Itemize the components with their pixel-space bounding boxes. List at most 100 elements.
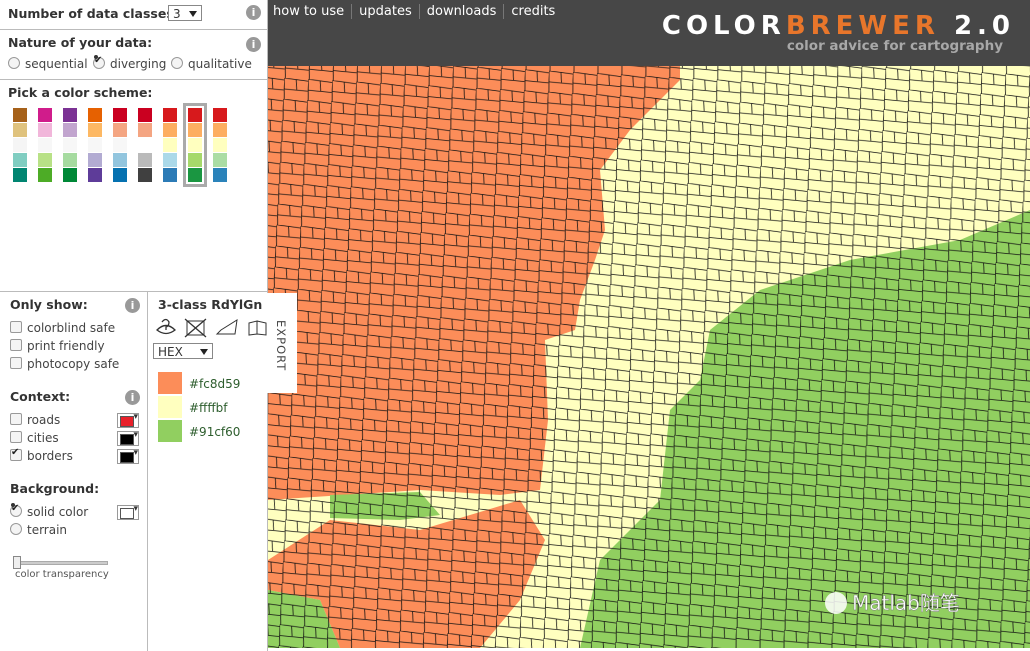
print-icon[interactable] — [186, 320, 205, 336]
checkbox[interactable] — [10, 413, 22, 425]
scheme-swatch[interactable] — [163, 168, 177, 182]
scheme-swatch[interactable] — [88, 168, 102, 182]
color-picker[interactable] — [117, 504, 139, 520]
scheme-swatch[interactable] — [188, 153, 202, 167]
scheme-swatch[interactable] — [63, 153, 77, 167]
checkbox[interactable] — [10, 431, 22, 443]
color-swatch — [158, 420, 182, 442]
scheme-swatch[interactable] — [213, 168, 227, 182]
scheme-swatch[interactable] — [113, 108, 127, 122]
scheme-swatch[interactable] — [63, 138, 77, 152]
scheme-swatch[interactable] — [13, 153, 27, 167]
info-icon[interactable]: i — [125, 390, 140, 405]
scheme-swatch[interactable] — [213, 108, 227, 122]
option: print friendly — [10, 339, 105, 353]
scheme-swatch[interactable] — [88, 153, 102, 167]
county-borders — [268, 66, 1030, 648]
scheme-swatch[interactable] — [138, 138, 152, 152]
scheme-swatch[interactable] — [188, 138, 202, 152]
color-chip — [120, 452, 134, 463]
scheme-swatch[interactable] — [188, 123, 202, 137]
scheme-swatch[interactable] — [213, 123, 227, 137]
scheme-swatch[interactable] — [113, 123, 127, 137]
scheme-swatch[interactable] — [88, 123, 102, 137]
scheme-swatch[interactable] — [63, 123, 77, 137]
color-chip — [120, 416, 134, 427]
option: colorblind safe — [10, 321, 115, 335]
scheme-swatch[interactable] — [113, 138, 127, 152]
scheme-swatch[interactable] — [63, 108, 77, 122]
separator — [0, 29, 267, 30]
color-picker[interactable] — [117, 448, 139, 464]
option-label: cities — [27, 431, 59, 445]
color-picker[interactable] — [117, 430, 139, 446]
color-code: #91cf60 — [189, 425, 241, 439]
scheme-swatch[interactable] — [38, 168, 52, 182]
label: Context: — [10, 389, 71, 404]
scheme-swatch[interactable] — [213, 153, 227, 167]
slider-label: color transparency — [15, 569, 109, 580]
separator — [0, 79, 267, 80]
format-select[interactable]: HEX — [153, 343, 213, 359]
scheme-swatch[interactable] — [13, 123, 27, 137]
scheme-swatch[interactable] — [88, 138, 102, 152]
scheme-swatch[interactable] — [13, 108, 27, 122]
info-icon[interactable]: i — [246, 5, 261, 20]
scheme-swatch[interactable] — [163, 108, 177, 122]
scheme-swatch[interactable] — [138, 123, 152, 137]
scheme-swatch[interactable] — [38, 153, 52, 167]
scheme-swatch[interactable] — [63, 168, 77, 182]
scheme-swatch[interactable] — [113, 153, 127, 167]
scheme-swatch[interactable] — [138, 168, 152, 182]
scheme-swatch[interactable] — [38, 138, 52, 152]
scheme-swatch[interactable] — [38, 123, 52, 137]
scheme-swatch[interactable] — [38, 108, 52, 122]
checkbox[interactable] — [10, 447, 22, 461]
radio[interactable] — [10, 503, 22, 517]
radio[interactable] — [171, 57, 183, 69]
option-label: photocopy safe — [27, 357, 120, 371]
option-label: sequential — [25, 57, 88, 71]
checkbox[interactable] — [10, 321, 22, 333]
scheme-swatch[interactable] — [113, 168, 127, 182]
scheme-swatch[interactable] — [88, 108, 102, 122]
radio[interactable] — [10, 523, 22, 535]
radio[interactable] — [8, 57, 20, 69]
watermark: Matlab随笔 — [852, 591, 960, 615]
scheme-swatch[interactable] — [163, 138, 177, 152]
color-code: #ffffbf — [189, 401, 228, 415]
info-icon[interactable]: i — [125, 298, 140, 313]
slider-handle[interactable] — [13, 556, 21, 569]
nav-link[interactable]: how to use — [273, 4, 345, 19]
scheme-swatch[interactable] — [13, 138, 27, 152]
nav-bar: how to use updates downloads credits — [273, 0, 555, 19]
color-chip — [120, 508, 134, 519]
classes-select[interactable]: 3 — [168, 5, 202, 21]
scheme-swatch[interactable] — [13, 168, 27, 182]
radio[interactable] — [93, 55, 105, 69]
scheme-swatch[interactable] — [213, 138, 227, 152]
nav-link[interactable]: downloads — [418, 4, 496, 19]
colorblind-icon[interactable] — [156, 318, 176, 335]
export-tab[interactable]: EXPORT — [274, 320, 288, 372]
watermark-icon — [825, 592, 847, 614]
copy-icon[interactable] — [215, 319, 238, 335]
checkbox[interactable] — [10, 339, 22, 351]
option: sequential — [8, 57, 88, 71]
scheme-swatch[interactable] — [163, 153, 177, 167]
scheme-swatch[interactable] — [188, 168, 202, 182]
slider-track — [14, 561, 108, 565]
nav-link[interactable]: updates — [351, 4, 412, 19]
scheme-swatch[interactable] — [163, 123, 177, 137]
scheme-swatch[interactable] — [188, 108, 202, 122]
nav-link[interactable]: credits — [503, 4, 555, 19]
option-label: diverging — [110, 57, 167, 71]
color-picker[interactable] — [117, 412, 139, 428]
checkbox[interactable] — [10, 357, 22, 369]
selected-scheme — [183, 103, 207, 187]
info-icon[interactable]: i — [246, 37, 261, 52]
option: solid color — [10, 503, 88, 519]
scheme-swatch[interactable] — [138, 153, 152, 167]
scheme-swatch[interactable] — [138, 108, 152, 122]
map-icon[interactable] — [248, 320, 267, 336]
